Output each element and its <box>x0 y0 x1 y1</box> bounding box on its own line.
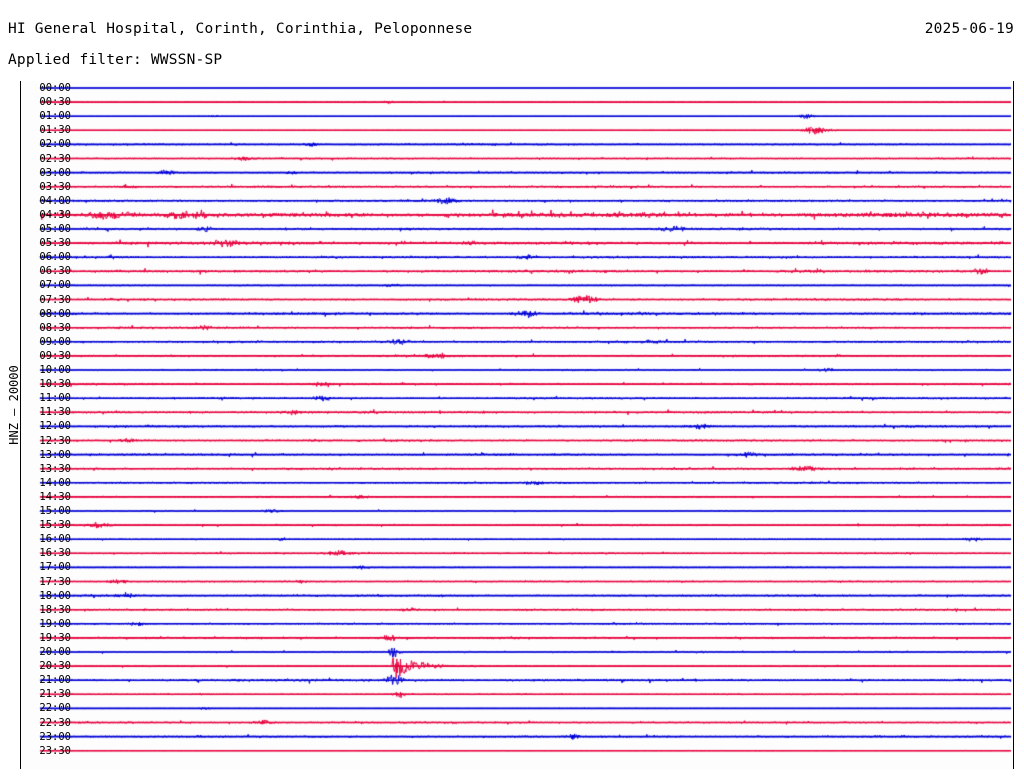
y-axis-label-text: HNZ – 20000 <box>7 365 21 445</box>
time-label: 17:30 <box>39 575 71 588</box>
station-title: HI General Hospital, Corinth, Corinthia,… <box>8 21 473 37</box>
time-label: 23:00 <box>39 730 71 743</box>
time-label: 07:00 <box>39 279 71 292</box>
time-label: 10:00 <box>39 364 71 376</box>
time-label: 06:00 <box>39 251 71 264</box>
time-label: 08:00 <box>39 307 71 320</box>
y-axis-label: HNZ – 20000 <box>0 0 21 780</box>
time-label: 15:00 <box>39 505 71 517</box>
time-label: 21:00 <box>39 674 71 687</box>
time-label: 05:30 <box>39 237 71 250</box>
time-label: 23:30 <box>39 744 71 757</box>
time-label: 18:30 <box>39 603 71 616</box>
time-label: 21:30 <box>39 688 71 701</box>
helicorder-plot-frame <box>20 81 1014 769</box>
time-label: 11:00 <box>39 392 71 405</box>
time-label: 22:00 <box>39 702 71 715</box>
time-label: 09:00 <box>39 335 71 348</box>
time-label: 00:00 <box>39 82 71 94</box>
time-axis-labels: 00:00 00:30 01:00 01:30 02:00 02:30 03:00 03:30… <box>20 81 76 769</box>
time-label: 04:30 <box>39 208 71 221</box>
time-label: 16:30 <box>39 547 71 560</box>
time-label: 15:30 <box>39 519 71 532</box>
time-label: 08:30 <box>39 321 71 334</box>
time-label: 06:30 <box>39 265 71 278</box>
time-label: 19:00 <box>39 617 71 630</box>
time-label: 16:00 <box>39 533 71 546</box>
time-label: 20:00 <box>39 646 71 658</box>
time-label: 13:00 <box>39 448 71 461</box>
time-label: 14:00 <box>39 476 71 489</box>
time-label: 19:30 <box>39 631 71 644</box>
time-label: 07:30 <box>39 293 71 306</box>
record-date: 2025-06-19 <box>924 21 1014 37</box>
time-label: 04:00 <box>39 194 71 207</box>
helicorder-traces[interactable] <box>21 81 1013 769</box>
time-label: 11:30 <box>39 406 71 419</box>
time-label: 20:30 <box>39 660 71 673</box>
time-label: 18:00 <box>39 589 71 602</box>
time-label: 00:30 <box>39 96 71 109</box>
time-label: 05:00 <box>39 223 71 235</box>
time-label: 12:00 <box>39 420 71 433</box>
time-label: 09:30 <box>39 349 71 362</box>
time-label: 14:30 <box>39 490 71 503</box>
time-label: 02:00 <box>39 138 71 151</box>
time-label: 03:00 <box>39 166 71 179</box>
time-label: 10:30 <box>39 378 71 391</box>
time-label: 01:00 <box>39 110 71 123</box>
time-label: 12:30 <box>39 434 71 447</box>
time-label: 03:30 <box>39 180 71 193</box>
applied-filter-label: Applied filter: WWSSN-SP <box>8 52 223 68</box>
time-label: 13:30 <box>39 462 71 475</box>
time-label: 22:30 <box>39 716 71 729</box>
time-label: 17:00 <box>39 561 71 574</box>
time-label: 02:30 <box>39 152 71 165</box>
time-label: 01:30 <box>39 124 71 137</box>
